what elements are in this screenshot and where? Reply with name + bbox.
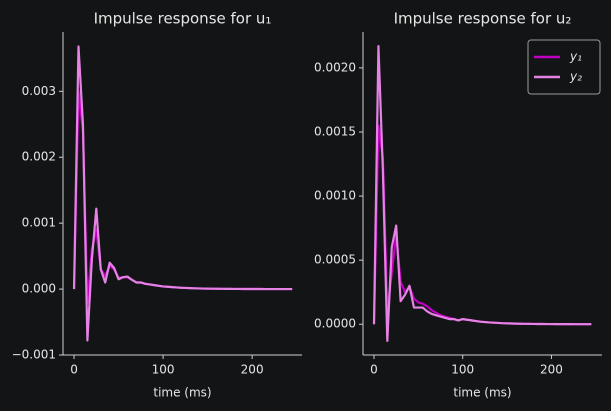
x-tick-label: 200 (241, 363, 264, 377)
y-tick-label: −0.001 (12, 348, 56, 362)
y-tick-label: 0.0000 (314, 317, 356, 331)
x-tick-label: 200 (540, 363, 563, 377)
chart-title: Impulse response for u₂ (394, 10, 572, 28)
y-tick-label: 0.0015 (314, 124, 356, 138)
x-axis-label: time (ms) (453, 386, 511, 400)
x-tick-label: 0 (70, 363, 78, 377)
y-tick-label: 0.000 (22, 282, 56, 296)
line-series (72, 45, 293, 342)
y-tick-label: 0.001 (22, 216, 56, 230)
line-series (372, 45, 592, 342)
chart-title: Impulse response for u₁ (94, 10, 272, 28)
x-axis-label: time (ms) (153, 386, 211, 400)
y-tick-label: 0.0020 (314, 60, 356, 74)
y-tick-label: 0.003 (22, 84, 56, 98)
y-tick-label: 0.0010 (314, 189, 356, 203)
x-tick-label: 100 (152, 363, 175, 377)
x-tick-label: 100 (451, 363, 474, 377)
y-tick-label: 0.002 (22, 150, 56, 164)
legend-label: y₂ (569, 70, 582, 84)
legend-box (527, 39, 601, 95)
legend-label: y₁ (569, 50, 582, 64)
y-tick-label: 0.0005 (314, 253, 356, 267)
x-tick-label: 0 (370, 363, 378, 377)
